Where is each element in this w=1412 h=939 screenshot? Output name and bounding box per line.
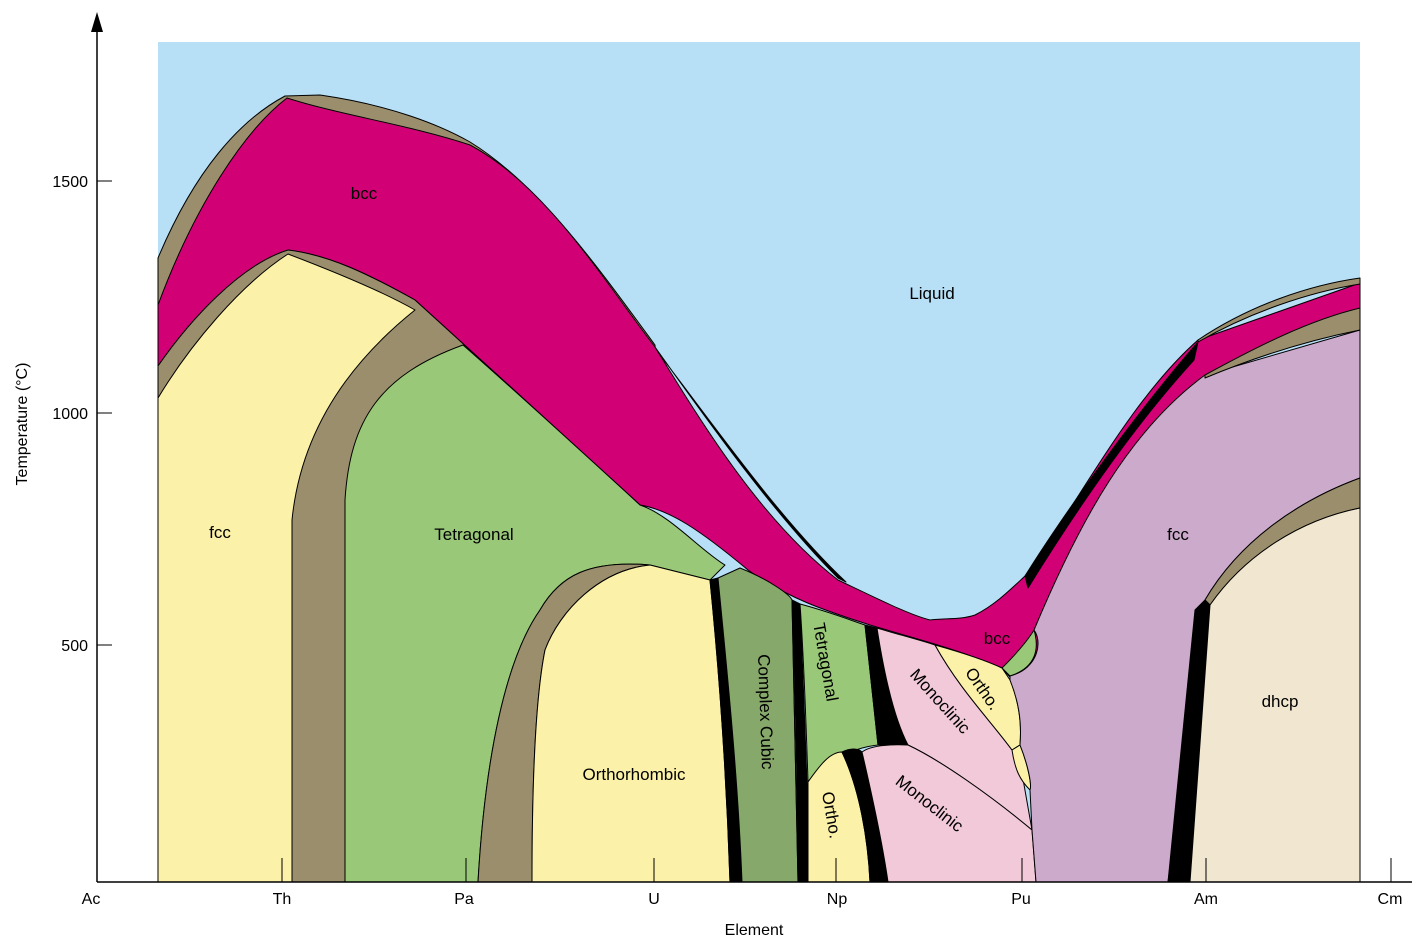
x-tick-label: Np <box>827 891 848 908</box>
x-tick-label: Am <box>1194 891 1218 908</box>
x-axis-title: Element <box>725 922 784 939</box>
liquid-label: Liquid <box>909 284 954 303</box>
y-tick-label: 1000 <box>52 406 88 423</box>
y-axis-arrow <box>91 12 103 32</box>
x-tick-label: Th <box>273 891 292 908</box>
y-tick-label: 1500 <box>52 174 88 191</box>
orthorhombic-label: Orthorhombic <box>583 765 686 784</box>
two-phase-band-upper-right <box>1197 277 1361 343</box>
black-band-liquidus-u <box>654 346 847 583</box>
dhcp-region <box>1189 507 1361 883</box>
fcc-left-label: fcc <box>209 523 231 542</box>
x-tick-label: Pu <box>1011 891 1031 908</box>
x-tick-label: U <box>648 891 660 908</box>
tetragonal-np-region <box>799 603 879 783</box>
x-tick-label: Cm <box>1378 891 1403 908</box>
fcc-left-region <box>157 253 416 883</box>
bcc-top-label: bcc <box>351 184 378 203</box>
y-tick-label: 500 <box>61 638 88 655</box>
two-phase-band-mid-right <box>1204 307 1361 379</box>
y-axis-title: Temperature (°C) <box>14 363 31 486</box>
bcc-pu-label: bcc <box>984 629 1011 648</box>
complex-cubic-label: Complex Cubic <box>754 654 777 770</box>
fcc-right-label: fcc <box>1167 525 1189 544</box>
tetragonal-label: Tetragonal <box>434 525 513 544</box>
x-tick-label: Pa <box>454 891 474 908</box>
monoclinic-lower-region <box>861 744 1037 883</box>
black-band-liquidus-am <box>1024 341 1199 589</box>
dhcp-label: dhcp <box>1262 692 1299 711</box>
x-tick-label: Ac <box>82 891 101 908</box>
